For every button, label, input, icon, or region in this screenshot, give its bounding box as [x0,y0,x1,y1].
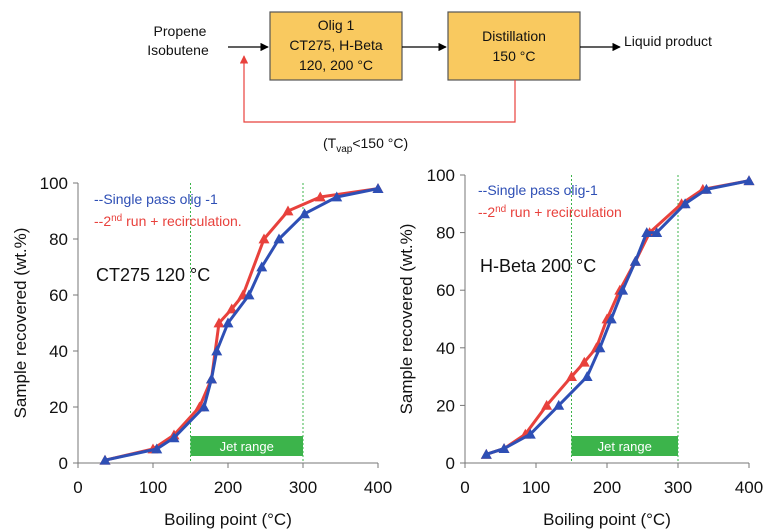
distillation-box [447,11,581,81]
y-tick-label: 80 [436,224,455,243]
y-tick-label: 60 [436,281,455,300]
x-tick-label: 200 [593,478,621,497]
series-line [104,187,379,462]
feed-label-isobutene: Isobutene [147,42,209,58]
series-line [485,179,750,456]
y-tick-label: 100 [40,174,68,193]
oligomerization-temperatures: 120, 200 °C [299,57,373,73]
x-tick-label: 300 [664,478,692,497]
jet-range-label: Jet range [220,439,274,454]
series-point [372,183,384,193]
series-point [299,208,310,219]
series-point [198,401,210,412]
series-point [331,191,343,202]
y-tick-label: 0 [446,454,455,473]
series-point [151,443,163,454]
oligomerization-title: Olig 1 [318,17,355,33]
distillation-temperature: 150 °C [493,48,536,64]
catalyst-annotation: CT275 120 °C [96,265,210,285]
y-tick-label: 0 [59,454,68,473]
x-tick-label: 200 [214,478,242,497]
x-tick-label: 100 [522,478,550,497]
legend-text: run + recirculation. [122,213,241,229]
series-point [743,175,755,186]
series-point [498,443,510,453]
y-tick-label: 20 [436,396,455,415]
series-point [629,255,641,266]
legend-text: run + recirculation [506,204,622,220]
feed-label-propene: Propene [154,23,207,39]
series-point [641,227,653,237]
legend-entry: --2nd run + recirculation. [94,213,242,229]
oligomerization-catalysts: CT275, H-Beta [289,37,383,53]
y-tick-label: 80 [49,230,68,249]
legend-entry: --2nd run + recirculation [478,204,622,220]
series-point [99,454,111,465]
series-point [282,205,294,216]
y-axis-title: Sample recovered (wt.%) [397,224,416,415]
y-axis-title: Sample recovered (wt.%) [11,228,30,419]
series-point [226,303,238,314]
jet-range-bar [190,436,303,456]
series-point [211,345,223,356]
series-point [206,373,217,384]
y-tick-label: 100 [427,166,455,185]
series-line [485,179,750,456]
series-point [480,448,492,459]
x-tick-label: 100 [139,478,167,497]
series-point [213,317,225,328]
x-tick-label: 0 [460,478,469,497]
x-axis-title: Boiling point (°C) [164,510,292,529]
legend-text: --2 [94,213,111,229]
series-point [541,399,553,410]
series-point [594,342,606,353]
series-point [524,428,536,439]
y-tick-label: 40 [49,342,68,361]
catalyst-annotation: H-Beta 200 °C [480,256,596,276]
flow-diagram: Propene Isobutene Olig 1 CT275, H-Beta 1… [147,11,712,155]
series-point [581,371,593,381]
jet-range-bar [571,436,678,456]
x-tick-label: 400 [364,478,392,497]
y-tick-label: 60 [49,286,68,305]
series-point [566,371,577,381]
x-tick-label: 0 [73,478,82,497]
oligomerization-box [269,11,403,81]
legend-entry: --Single pass olig-1 [478,182,598,198]
series-point [605,313,617,324]
y-tick-label: 20 [49,398,68,417]
x-tick-label: 300 [289,478,317,497]
series-point [553,399,565,410]
series-point [258,233,270,244]
legend-superscript: nd [111,213,122,224]
chart-hbeta: Jet range 0 20 40 60 80 100 0 100 200 300 400 Boilin… [397,166,763,529]
product-label: Liquid product [624,33,712,49]
series-point [222,317,234,328]
series-point [617,284,629,295]
series-point [578,356,590,367]
series-point [256,261,268,272]
legend-text: --2 [478,204,495,220]
distillation-title: Distillation [482,28,546,44]
series-point [700,183,712,194]
legend-entry: --Single pass olig -1 [94,191,218,207]
jet-range-label: Jet range [598,439,652,454]
chart-ct275: Jet range 0 20 40 60 80 100 0 100 200 300 400 Boilin… [11,174,392,529]
y-tick-label: 40 [436,339,455,358]
x-axis-title: Boiling point (°C) [543,510,671,529]
series-point [651,227,663,237]
series-point [679,198,691,209]
series-point [314,191,326,202]
legend-superscript: nd [495,204,506,215]
x-tick-label: 400 [735,478,763,497]
recycle-line [239,55,516,123]
series-point [243,289,255,300]
series-point [273,233,285,244]
series-line [104,187,379,462]
series-point [168,432,180,443]
recycle-condition: (Tvap<150 °C) [323,135,408,155]
